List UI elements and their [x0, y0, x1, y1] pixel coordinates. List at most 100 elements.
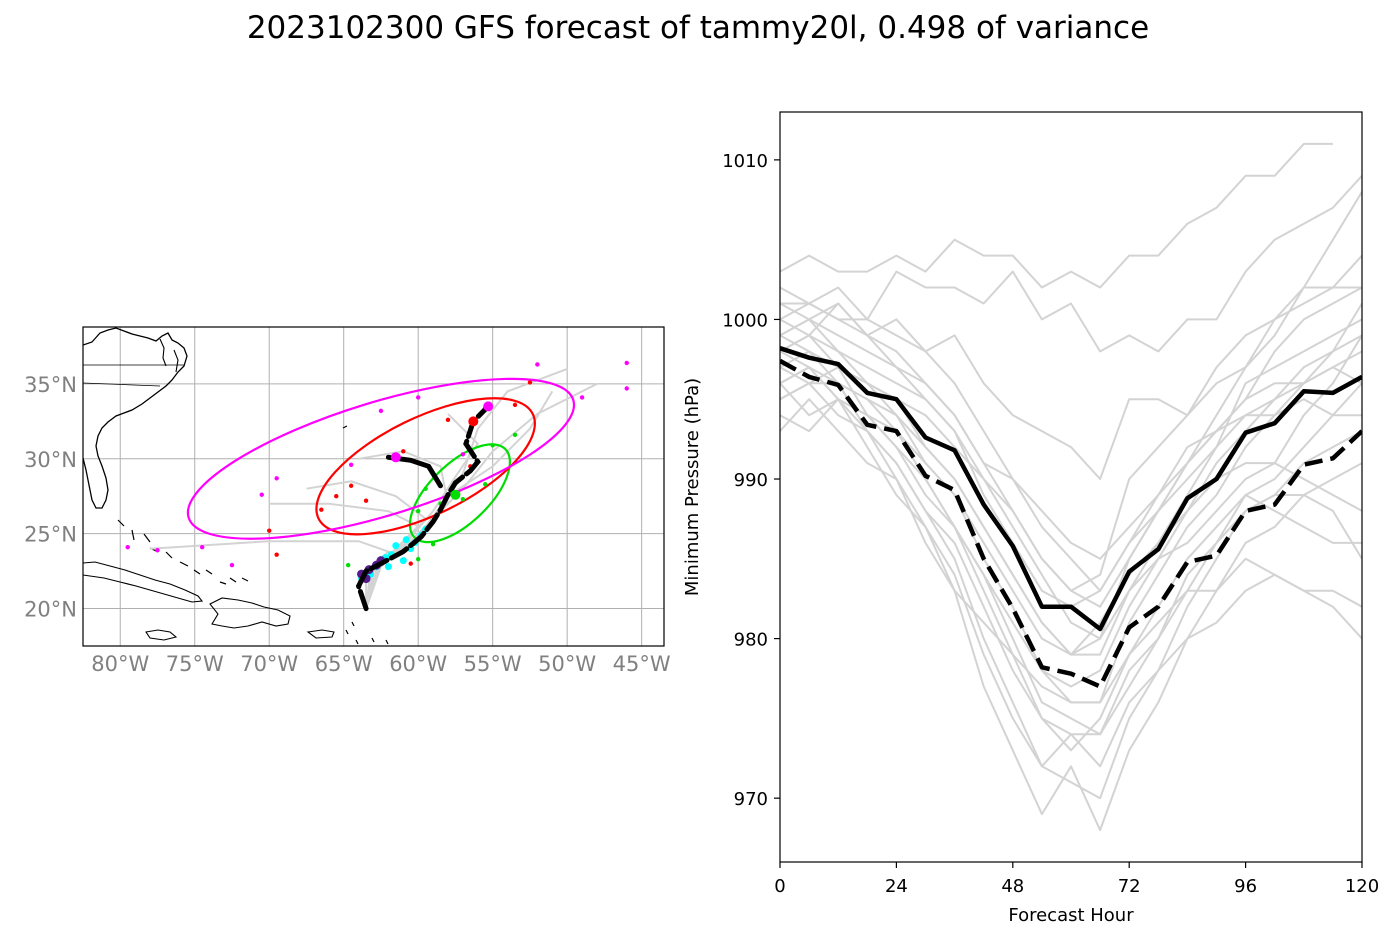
red-center-marker-1	[468, 416, 479, 427]
us-east-coast	[83, 327, 188, 509]
hispaniola-outline	[209, 597, 291, 629]
ensemble-member-line-13	[780, 382, 1362, 704]
magenta-point-11	[378, 408, 384, 414]
chesapeake-outline	[159, 338, 179, 373]
ensemble-member-line-15	[780, 286, 1362, 608]
xtick-label-1: 24	[885, 876, 908, 897]
puerto-rico-outline	[306, 629, 335, 639]
map-ytick-label-3: 35°N	[24, 373, 77, 397]
deterministic-pressure-line	[780, 358, 1362, 689]
map-xtick-label-1: 75°W	[166, 652, 224, 676]
map-ytick-label-1: 25°N	[24, 523, 77, 547]
green-point-28	[490, 443, 495, 448]
chart-frame	[779, 111, 1363, 863]
red-point-22	[274, 552, 279, 557]
green-point-27	[512, 432, 518, 438]
green-point-31	[460, 497, 466, 502]
magenta-point-8	[125, 544, 130, 550]
red-point-23	[267, 528, 272, 533]
magenta-point-4	[274, 476, 279, 481]
ensemble-member-line-19	[780, 286, 1362, 560]
map-xtick-label-0: 80°W	[91, 652, 149, 676]
magenta-point-9	[229, 562, 235, 568]
ensemble-member-line-4	[780, 191, 1362, 480]
ensemble-member-line-6	[780, 318, 1362, 656]
ytick-label-3: 1000	[722, 310, 768, 331]
cyan-point-1	[402, 536, 410, 544]
ytick-label-1: 980	[734, 630, 768, 651]
green-point-34	[345, 562, 351, 568]
map-xtick-label-7: 45°W	[613, 652, 671, 676]
track-map-panel: 80°W 75°W 70°W 65°W 60°W 55°W 50°W 45°W 20°N 25°N…	[24, 326, 671, 676]
ensemble-member-line-2	[780, 142, 1333, 289]
red-point-21	[319, 507, 324, 512]
magenta-point-7	[155, 547, 160, 553]
cyan-point-12	[384, 563, 392, 571]
mean-track	[355, 401, 494, 612]
green-point-33	[415, 509, 421, 514]
ensemble-member-line-3	[780, 175, 1362, 353]
magenta-point-6	[199, 544, 205, 550]
x-axis-label: Forecast Hour	[1008, 905, 1134, 926]
map-ytick-label-0: 20°N	[24, 598, 77, 622]
ytick-label-2: 990	[734, 470, 768, 491]
ensemble-member-line-14	[780, 334, 1362, 640]
coastlines	[83, 327, 389, 645]
green-ellipse	[408, 443, 511, 544]
map-ytick-label-2: 30°N	[24, 448, 77, 472]
red-ellipse	[315, 397, 536, 536]
xtick-label-5: 120	[1345, 876, 1379, 897]
xtick-label-4: 96	[1234, 876, 1257, 897]
magenta-ellipse	[186, 377, 576, 540]
red-point-14	[527, 380, 533, 385]
magenta-point-2	[579, 395, 585, 400]
magenta-point-1	[624, 386, 629, 391]
map-frame	[82, 326, 665, 647]
pressure-chart-panel: 0 24 48 72 96 120 970 980 990 1000 1010 Forecast H…	[682, 111, 1379, 926]
ensemble-member-line-10	[780, 398, 1362, 832]
cyan-point-7	[399, 557, 407, 565]
map-xtick-label-2: 70°W	[240, 652, 298, 676]
bermuda	[342, 425, 348, 429]
ensemble-member-line-22	[780, 366, 1362, 768]
y-axis-label: Minimum Pressure (hPa)	[682, 378, 703, 596]
magenta-point-5	[259, 492, 264, 497]
xtick-label-2: 48	[1001, 876, 1024, 897]
uncertainty-ellipses	[186, 377, 576, 544]
magenta-point-3	[535, 362, 540, 367]
map-xtick-label-6: 50°W	[538, 652, 596, 676]
state-border-line	[83, 364, 184, 387]
ensemble-member-line-20	[780, 366, 1362, 736]
magenta-center-marker-3	[390, 452, 401, 463]
pressure-series	[780, 142, 1362, 832]
green-point-29	[423, 486, 428, 491]
ensemble-tracks	[149, 367, 598, 609]
red-point-17	[445, 417, 451, 423]
map-xtick-label-4: 60°W	[389, 652, 447, 676]
bahamas-outline	[117, 519, 249, 585]
magenta-point-13	[460, 452, 466, 457]
ytick-label-0: 970	[734, 789, 768, 810]
red-point-18	[401, 449, 406, 454]
figure-title: 2023102300 GFS forecast of tammy20l, 0.4…	[246, 10, 1150, 46]
red-point-20	[334, 494, 339, 499]
xtick-label-0: 0	[774, 876, 785, 897]
ensemble-member-line-11	[780, 302, 1362, 592]
cyan-point-0	[392, 542, 400, 550]
mean-pressure-line	[780, 346, 1362, 632]
magenta-point-12	[415, 395, 421, 400]
lesser-antilles	[345, 621, 389, 645]
magenta-point-0	[624, 360, 629, 366]
magenta-center-marker-2	[483, 401, 494, 412]
map-tick-labels: 80°W 75°W 70°W 65°W 60°W 55°W 50°W 45°W 20°N 25°N…	[24, 373, 671, 676]
red-point-25	[408, 561, 413, 566]
cuba-outline	[83, 561, 204, 603]
map-xtick-label-5: 55°W	[464, 652, 522, 676]
green-point-32	[483, 482, 488, 487]
map-xtick-label-3: 65°W	[315, 652, 373, 676]
red-point-15	[512, 402, 518, 408]
ensemble-member-line-16	[780, 366, 1362, 688]
ensemble-member-line-21	[780, 302, 1362, 608]
red-point-19	[348, 483, 354, 488]
